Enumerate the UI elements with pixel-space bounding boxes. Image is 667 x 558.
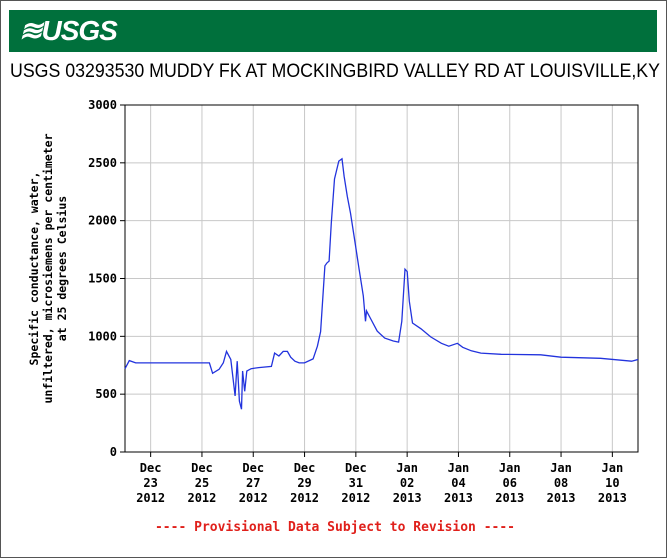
logo-mark: ≋: [19, 15, 42, 46]
y-axis-label: unfiltered, microsiemens per centimeter: [41, 133, 55, 403]
x-tick-label: 2012: [239, 491, 268, 505]
x-tick-label: Jan: [448, 461, 470, 475]
x-tick-label: Jan: [396, 461, 418, 475]
x-tick-label: 29: [297, 476, 311, 490]
x-tick-label: 10: [605, 476, 619, 490]
x-tick-label: 2012: [341, 491, 370, 505]
x-tick-label: 2012: [187, 491, 216, 505]
x-tick-label: Dec: [345, 461, 367, 475]
x-tick-label: Dec: [191, 461, 213, 475]
chart-title: USGS 03293530 MUDDY FK AT MOCKINGBIRD VA…: [10, 61, 660, 82]
y-tick-label: 1500: [88, 272, 117, 286]
x-tick-label: Jan: [550, 461, 572, 475]
x-tick-label: 2013: [444, 491, 473, 505]
x-tick-label: Dec: [140, 461, 162, 475]
x-tick-label: 06: [503, 476, 517, 490]
x-tick-label: Dec: [242, 461, 264, 475]
y-tick-label: 0: [110, 445, 117, 459]
x-tick-label: 08: [554, 476, 568, 490]
banner: ≋USGS: [9, 10, 657, 52]
logo-text: USGS: [41, 15, 117, 46]
y-axis-label: at 25 degrees Celsius: [55, 196, 69, 341]
x-tick-label: Dec: [294, 461, 316, 475]
x-tick-label: 25: [195, 476, 209, 490]
x-tick-label: Jan: [499, 461, 521, 475]
x-tick-label: 27: [246, 476, 260, 490]
x-tick-label: 2013: [547, 491, 576, 505]
x-tick-label: 2013: [495, 491, 524, 505]
y-tick-label: 2000: [88, 214, 117, 228]
x-tick-label: 02: [400, 476, 414, 490]
x-tick-label: 2012: [136, 491, 165, 505]
x-tick-label: 2013: [393, 491, 422, 505]
x-tick-label: 31: [349, 476, 363, 490]
y-tick-label: 2500: [88, 156, 117, 170]
y-axis-label: Specific conductance, water,: [27, 172, 41, 366]
y-tick-label: 3000: [88, 98, 117, 112]
data-line: [124, 157, 639, 410]
plot-border: [124, 104, 639, 453]
x-tick-label: 2013: [598, 491, 627, 505]
x-tick-label: Jan: [602, 461, 624, 475]
footnote: ---- Provisional Data Subject to Revisio…: [155, 520, 515, 535]
x-tick-label: 23: [143, 476, 157, 490]
y-tick-label: 500: [95, 387, 117, 401]
y-tick-label: 1000: [88, 329, 117, 343]
x-tick-label: 2012: [290, 491, 319, 505]
logo: ≋USGS: [19, 14, 118, 47]
x-tick-label: 04: [451, 476, 465, 490]
